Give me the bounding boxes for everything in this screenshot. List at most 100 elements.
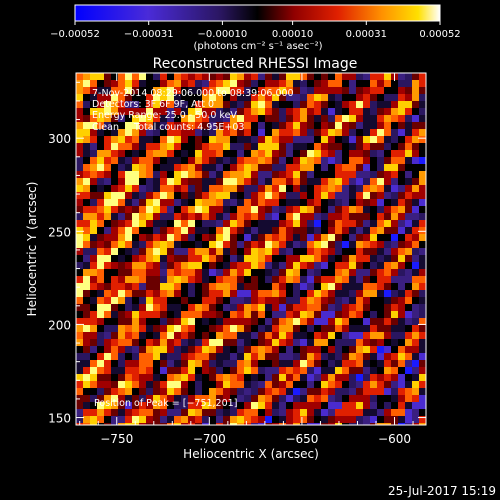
heatmap-cell — [125, 269, 132, 276]
heatmap-cell — [286, 318, 293, 325]
heatmap-cell — [272, 332, 279, 339]
heatmap-cell — [97, 311, 104, 318]
heatmap-cell — [272, 290, 279, 297]
heatmap-cell — [405, 129, 412, 136]
heatmap-cell — [139, 213, 146, 220]
heatmap-cell — [377, 395, 384, 402]
heatmap-cell — [321, 143, 328, 150]
heatmap-cell — [230, 178, 237, 185]
heatmap-cell — [146, 297, 153, 304]
heatmap-cell — [230, 241, 237, 248]
heatmap-cell — [153, 262, 160, 269]
heatmap-cell — [167, 122, 174, 129]
heatmap-cell — [181, 199, 188, 206]
heatmap-cell — [118, 255, 125, 262]
heatmap-cell — [230, 129, 237, 136]
heatmap-cell — [265, 234, 272, 241]
heatmap-cell — [384, 255, 391, 262]
heatmap-cell — [139, 129, 146, 136]
heatmap-cell — [377, 304, 384, 311]
heatmap-cell — [377, 143, 384, 150]
heatmap-cell — [132, 87, 139, 94]
heatmap-cell — [216, 297, 223, 304]
heatmap-cell — [405, 353, 412, 360]
heatmap-cell — [286, 73, 293, 80]
heatmap-cell — [181, 129, 188, 136]
heatmap-cell — [160, 178, 167, 185]
heatmap-cell — [391, 276, 398, 283]
heatmap-cell — [335, 73, 342, 80]
heatmap-cell — [384, 353, 391, 360]
heatmap-cell — [286, 241, 293, 248]
heatmap-cell — [209, 150, 216, 157]
heatmap-cell — [146, 339, 153, 346]
heatmap-cell — [272, 262, 279, 269]
heatmap-cell — [342, 192, 349, 199]
heatmap-cell — [349, 311, 356, 318]
heatmap-cell — [363, 297, 370, 304]
heatmap-cell — [230, 255, 237, 262]
heatmap-cell — [251, 94, 258, 101]
heatmap-cell — [384, 402, 391, 409]
heatmap-cell — [300, 248, 307, 255]
heatmap-cell — [356, 164, 363, 171]
heatmap-cell — [377, 381, 384, 388]
heatmap-cell — [293, 171, 300, 178]
heatmap-cell — [384, 416, 391, 423]
heatmap-cell — [412, 220, 419, 227]
heatmap-cell — [202, 108, 209, 115]
heatmap-cell — [279, 178, 286, 185]
heatmap-cell — [132, 234, 139, 241]
heatmap-cell — [167, 283, 174, 290]
heatmap-cell — [97, 423, 104, 425]
heatmap-cell — [300, 409, 307, 416]
heatmap-cell — [293, 339, 300, 346]
heatmap-cell — [391, 136, 398, 143]
heatmap-cell — [237, 346, 244, 353]
heatmap-cell — [251, 234, 258, 241]
heatmap-cell — [139, 360, 146, 367]
heatmap-cell — [209, 360, 216, 367]
heatmap-cell — [314, 304, 321, 311]
heatmap-cell — [83, 290, 90, 297]
heatmap-cell — [146, 395, 153, 402]
heatmap-cell — [118, 283, 125, 290]
heatmap-cell — [328, 199, 335, 206]
heatmap-cell — [314, 220, 321, 227]
heatmap-cell — [195, 206, 202, 213]
heatmap-cell — [370, 374, 377, 381]
heatmap-cell — [202, 381, 209, 388]
heatmap-cell — [328, 395, 335, 402]
heatmap-cell — [293, 87, 300, 94]
heatmap-cell — [265, 94, 272, 101]
heatmap-cell — [223, 115, 230, 122]
heatmap-cell — [216, 122, 223, 129]
heatmap-cell — [321, 157, 328, 164]
heatmap-cell — [328, 283, 335, 290]
heatmap-cell — [300, 283, 307, 290]
heatmap-cell — [125, 255, 132, 262]
heatmap-cell — [146, 374, 153, 381]
heatmap-cell — [384, 423, 391, 425]
heatmap-cell — [293, 423, 300, 425]
heatmap-cell — [223, 122, 230, 129]
heatmap-cell — [83, 80, 90, 87]
heatmap-cell — [188, 115, 195, 122]
heatmap-cell — [293, 297, 300, 304]
heatmap-cell — [132, 346, 139, 353]
heatmap-cell — [216, 115, 223, 122]
heatmap-cell — [279, 360, 286, 367]
heatmap-cell — [125, 332, 132, 339]
heatmap-cell — [419, 73, 426, 80]
heatmap-cell — [202, 346, 209, 353]
heatmap-cell — [321, 129, 328, 136]
heatmap-cell — [223, 73, 230, 80]
heatmap-cell — [349, 360, 356, 367]
heatmap-cell — [321, 185, 328, 192]
heatmap-cell — [251, 297, 258, 304]
heatmap-cell — [97, 346, 104, 353]
heatmap-cell — [398, 220, 405, 227]
heatmap-cell — [398, 318, 405, 325]
heatmap-cell — [76, 269, 83, 276]
heatmap-cell — [104, 108, 111, 115]
